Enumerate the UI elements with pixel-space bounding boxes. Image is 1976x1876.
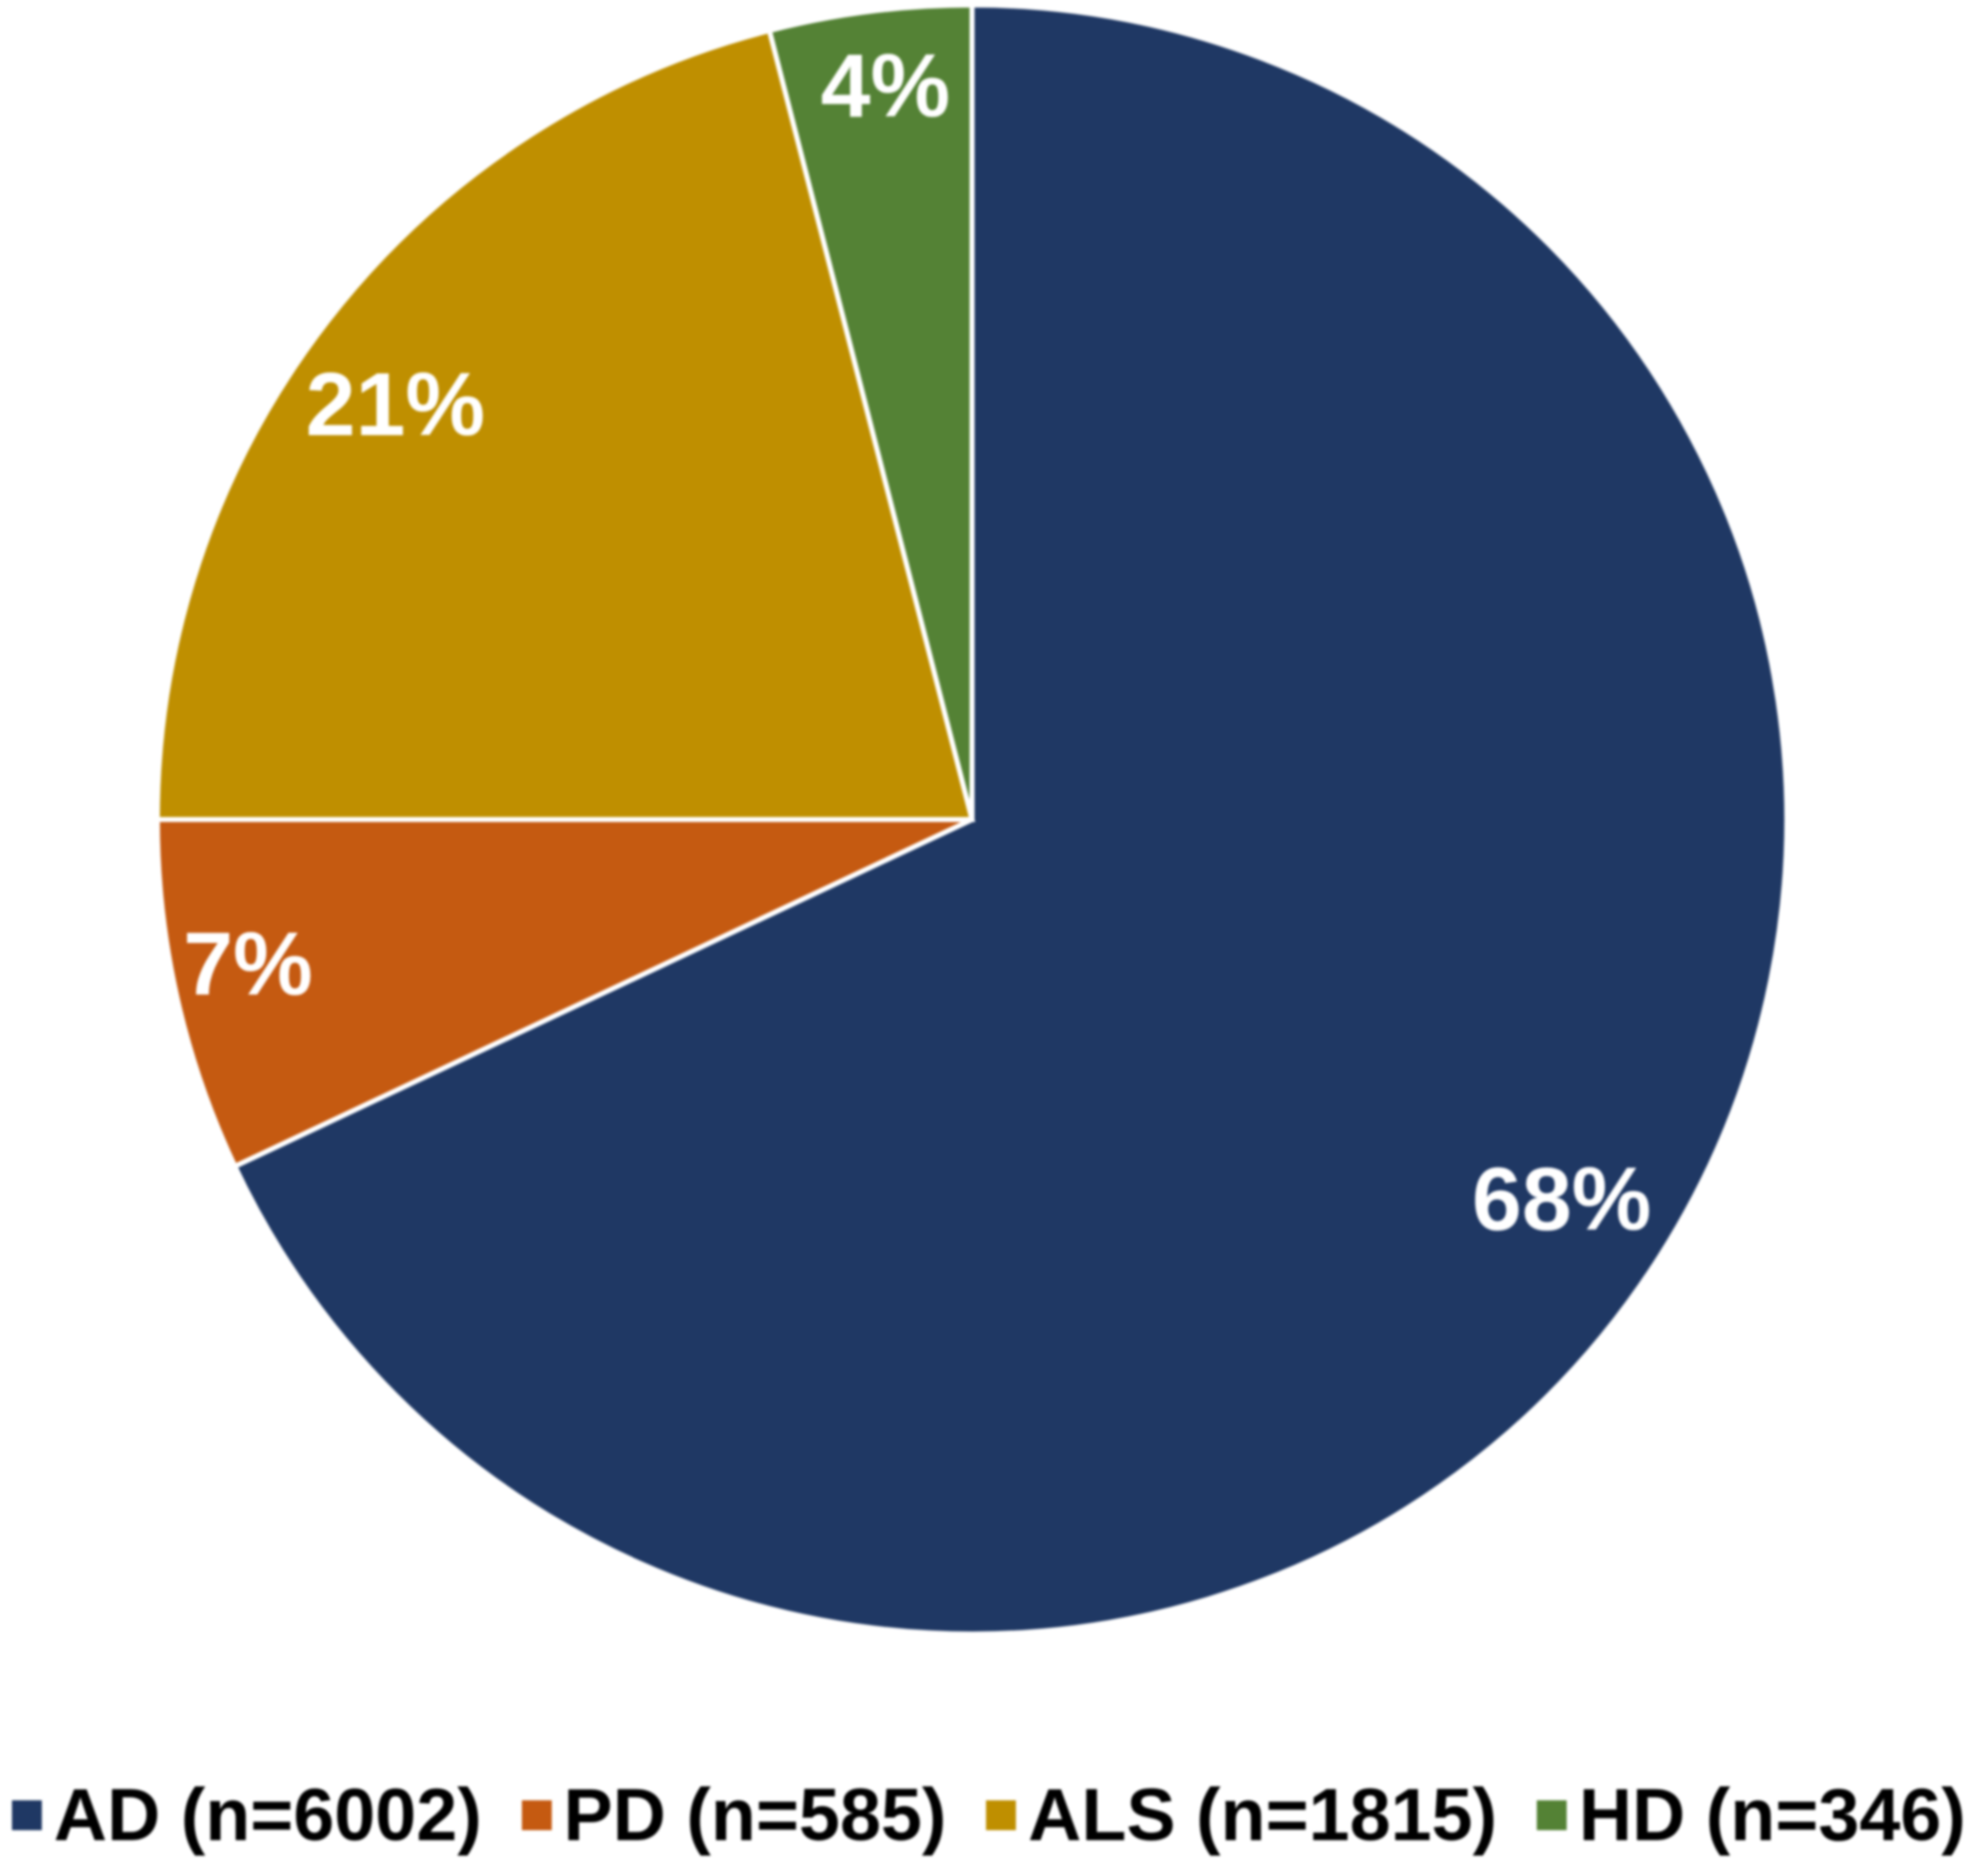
svg-text:7%: 7% <box>183 915 313 1015</box>
svg-text:21%: 21% <box>306 355 485 455</box>
svg-text:4%: 4% <box>821 37 950 136</box>
svg-text:68%: 68% <box>1472 1150 1651 1250</box>
